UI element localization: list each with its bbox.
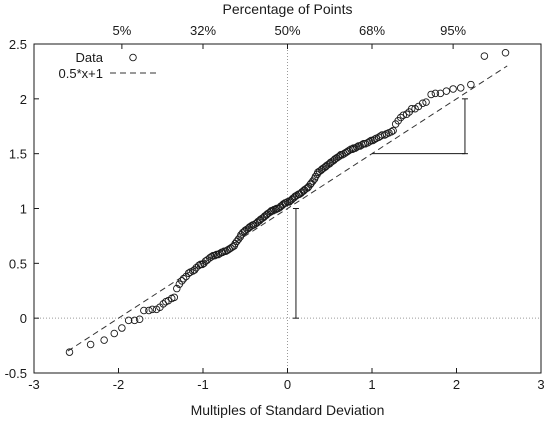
x-axis-title: Multiples of Standard Deviation bbox=[191, 402, 385, 418]
data-point bbox=[234, 235, 243, 243]
data-point bbox=[65, 348, 74, 356]
data-point bbox=[456, 84, 465, 92]
data-point bbox=[370, 135, 379, 144]
data-point bbox=[110, 329, 119, 338]
data-point bbox=[387, 127, 396, 136]
data-point bbox=[173, 284, 181, 293]
y-tick-label: 0 bbox=[20, 311, 27, 326]
fit-line bbox=[67, 65, 508, 352]
data-point bbox=[211, 251, 219, 260]
top-tick-label: 95% bbox=[440, 23, 466, 38]
x-tick-label: 2 bbox=[453, 377, 460, 392]
data-point bbox=[148, 305, 157, 314]
data-point bbox=[135, 315, 144, 324]
data-point bbox=[282, 199, 290, 207]
data-point bbox=[302, 185, 310, 193]
data-point bbox=[467, 80, 475, 89]
legend-label-fit-line: 0.5*x+1 bbox=[59, 66, 103, 81]
top-tick-label: 5% bbox=[112, 23, 131, 38]
data-point bbox=[124, 316, 133, 325]
data-point bbox=[170, 293, 179, 302]
data-point bbox=[118, 324, 126, 332]
data-point bbox=[145, 306, 153, 315]
data-point bbox=[380, 131, 389, 139]
data-point bbox=[407, 104, 416, 113]
legend-marker-data bbox=[129, 53, 137, 62]
data-point bbox=[378, 131, 386, 139]
data-point bbox=[402, 110, 411, 118]
x-tick-label: -2 bbox=[113, 377, 125, 392]
data-point bbox=[422, 98, 430, 106]
data-point bbox=[190, 266, 199, 274]
x-tick-label: 3 bbox=[537, 377, 544, 392]
legend: Data 0.5*x+1 bbox=[59, 50, 156, 81]
data-point bbox=[449, 85, 457, 93]
data-point bbox=[218, 248, 227, 257]
top-tick-label: 50% bbox=[274, 23, 300, 38]
legend-label-data: Data bbox=[76, 50, 104, 65]
data-point bbox=[130, 316, 139, 325]
data-point bbox=[195, 261, 203, 270]
chart-title: Percentage of Points bbox=[223, 1, 353, 17]
axes: -3 -2 -1 0 1 2 3 -0.5 0 0.5 1 1.5 2 2.5 5% 32% 50% 68% 95% bbox=[5, 23, 545, 392]
data-point bbox=[100, 336, 108, 344]
y-tick-label: 1.5 bbox=[9, 147, 27, 162]
data-point bbox=[353, 143, 361, 151]
data-marks bbox=[65, 49, 510, 356]
x-tick-label: 0 bbox=[284, 377, 291, 392]
data-point bbox=[334, 153, 342, 161]
data-point bbox=[365, 137, 374, 146]
data-point bbox=[431, 89, 440, 98]
data-point bbox=[140, 306, 148, 315]
data-point bbox=[86, 340, 95, 349]
y-tick-label: 2.5 bbox=[9, 37, 27, 52]
data-point bbox=[311, 172, 320, 181]
data-point bbox=[179, 274, 188, 283]
data-point bbox=[207, 253, 216, 261]
y-tick-label: 1 bbox=[20, 202, 27, 217]
data-point bbox=[442, 87, 451, 95]
data-point bbox=[389, 126, 397, 135]
data-point bbox=[184, 269, 193, 277]
y-tick-label: -0.5 bbox=[5, 366, 27, 381]
data-point bbox=[309, 177, 317, 185]
data-point bbox=[480, 52, 489, 60]
data-point bbox=[418, 99, 427, 107]
data-point bbox=[501, 49, 510, 57]
data-point bbox=[399, 111, 408, 120]
data-point bbox=[427, 90, 435, 99]
x-tick-label: -1 bbox=[197, 377, 209, 392]
data-point bbox=[178, 277, 186, 285]
top-tick-label: 32% bbox=[190, 23, 216, 38]
y-tick-label: 2 bbox=[20, 92, 27, 107]
data-point bbox=[396, 113, 405, 122]
y-tick-label: 0.5 bbox=[9, 256, 27, 271]
x-tick-label: 1 bbox=[368, 377, 375, 392]
top-tick-label: 68% bbox=[359, 23, 385, 38]
x-tick-label: -3 bbox=[28, 377, 40, 392]
